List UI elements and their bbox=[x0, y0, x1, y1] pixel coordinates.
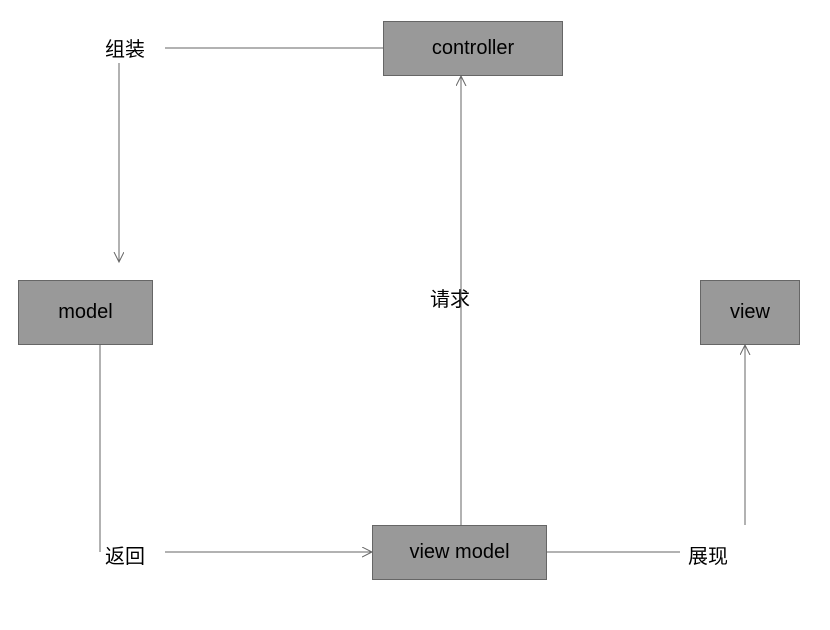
edge-label-request: 请求 bbox=[430, 283, 470, 312]
node-view: view bbox=[700, 280, 800, 345]
node-controller: controller bbox=[383, 21, 563, 76]
edge-label-present: 展现 bbox=[688, 540, 728, 569]
node-controller-label: controller bbox=[432, 37, 514, 60]
edge-label-return: 返回 bbox=[105, 540, 145, 569]
node-view-label: view bbox=[730, 301, 770, 324]
node-viewmodel: view model bbox=[372, 525, 547, 580]
node-viewmodel-label: view model bbox=[409, 541, 509, 564]
edge-label-assemble: 组装 bbox=[105, 33, 145, 62]
node-model-label: model bbox=[58, 301, 112, 324]
node-model: model bbox=[18, 280, 153, 345]
